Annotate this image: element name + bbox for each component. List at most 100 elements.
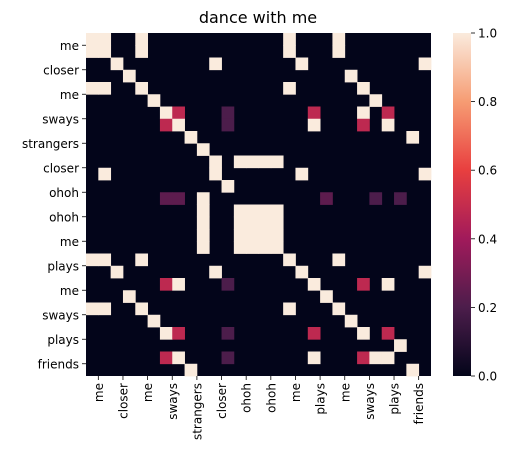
heatmap-cell bbox=[418, 167, 432, 181]
heatmap-cell bbox=[159, 118, 173, 132]
heatmap-cell bbox=[209, 265, 222, 279]
heatmap-cell bbox=[98, 302, 112, 316]
heatmap-cell bbox=[307, 106, 321, 120]
x-tick-label: me bbox=[289, 383, 303, 402]
heatmap-cell bbox=[172, 351, 185, 365]
heatmap-cell bbox=[98, 82, 112, 95]
colorbar-tick-label: 0.8 bbox=[478, 95, 497, 109]
heatmap-cell bbox=[233, 155, 247, 169]
heatmap-cell bbox=[184, 131, 198, 144]
heatmap-cell bbox=[332, 302, 346, 316]
x-tick-label: strangers bbox=[190, 383, 204, 440]
heatmap-cell bbox=[258, 216, 272, 230]
y-tick-label: plays bbox=[47, 259, 79, 273]
heatmap-cell bbox=[270, 155, 284, 169]
colorbar-axis: 0.0 0.2 0.4 0.6 0.8 1.0 bbox=[471, 27, 497, 384]
heatmap-cell bbox=[369, 94, 383, 107]
y-tick-label: me bbox=[60, 88, 79, 102]
heatmap-cell bbox=[418, 265, 432, 279]
heatmap-cell bbox=[283, 45, 296, 58]
heatmap-cell bbox=[233, 216, 247, 230]
heatmap-cell bbox=[196, 241, 210, 254]
heatmap-cell bbox=[98, 33, 112, 46]
heatmap-cell bbox=[184, 363, 198, 377]
heatmap-cell bbox=[332, 33, 346, 46]
heatmap-cell bbox=[159, 192, 173, 205]
heatmap-cell bbox=[86, 45, 99, 58]
heatmap-cell bbox=[221, 180, 235, 193]
heatmap-cell bbox=[86, 82, 99, 95]
y-tick-label: plays bbox=[47, 333, 79, 347]
heatmap-cell bbox=[295, 167, 309, 181]
heatmap-cell bbox=[221, 327, 235, 340]
heatmap-cell bbox=[122, 69, 136, 83]
x-axis: me closer me sways strangers closer ohoh ohoh me… bbox=[92, 376, 426, 440]
x-tick-label: ohoh bbox=[264, 383, 278, 413]
colorbar-tick-label: 0.2 bbox=[478, 301, 497, 315]
heatmap-cell bbox=[270, 216, 284, 230]
heatmap-cell bbox=[86, 302, 99, 316]
heatmap-cell bbox=[196, 229, 210, 242]
heatmap-cell bbox=[283, 82, 296, 95]
heatmap-cell bbox=[159, 327, 173, 340]
heatmap-cell bbox=[332, 45, 346, 58]
colorbar-tick-label: 0.4 bbox=[478, 232, 497, 246]
heatmap-cell bbox=[246, 229, 259, 242]
colorbar-tick-label: 0.0 bbox=[478, 370, 497, 384]
heatmap-cell bbox=[196, 216, 210, 230]
heatmap-cell bbox=[233, 241, 247, 254]
heatmap-cell bbox=[221, 278, 235, 291]
chart-title: dance with me bbox=[199, 8, 317, 27]
heatmap-cells bbox=[86, 33, 432, 377]
x-tick-label: plays bbox=[388, 383, 402, 415]
heatmap-cell bbox=[295, 57, 309, 71]
heatmap-cell bbox=[209, 167, 222, 181]
heatmap-cell bbox=[307, 327, 321, 340]
x-tick-label: me bbox=[92, 383, 106, 402]
heatmap-cell bbox=[320, 290, 333, 303]
heatmap-cell bbox=[86, 253, 99, 267]
heatmap-cell bbox=[406, 131, 420, 144]
heatmap-cell bbox=[357, 278, 370, 291]
heatmap-cell bbox=[246, 241, 259, 254]
x-tick-label: me bbox=[338, 383, 352, 402]
y-tick-label: closer bbox=[43, 63, 79, 77]
heatmap-cell bbox=[135, 82, 149, 95]
heatmap-cell bbox=[159, 351, 173, 365]
heatmap-cell bbox=[196, 143, 210, 156]
y-tick-label: ohoh bbox=[49, 186, 79, 200]
heatmap-cell bbox=[172, 192, 185, 205]
heatmap-cell bbox=[270, 204, 284, 218]
heatmap-cell bbox=[196, 192, 210, 205]
heatmap-cell bbox=[283, 302, 296, 316]
heatmap-cell bbox=[357, 118, 370, 132]
heatmap-cell bbox=[418, 57, 432, 71]
heatmap-cell bbox=[159, 278, 173, 291]
heatmap-cell bbox=[135, 45, 149, 58]
heatmap-cell bbox=[270, 229, 284, 242]
heatmap-cell bbox=[258, 204, 272, 218]
heatmap-cell bbox=[172, 106, 185, 120]
heatmap-cell bbox=[172, 327, 185, 340]
heatmap-cell bbox=[147, 94, 161, 107]
heatmap-cell bbox=[110, 265, 124, 279]
heatmap-cell bbox=[369, 351, 383, 365]
heatmap-cell bbox=[320, 192, 333, 205]
heatmap-cell bbox=[233, 204, 247, 218]
heatmap-cell bbox=[357, 106, 370, 120]
heatmap-cell bbox=[381, 118, 395, 132]
heatmap-cell bbox=[270, 241, 284, 254]
x-tick-label: plays bbox=[314, 383, 328, 415]
x-tick-label: ohoh bbox=[240, 383, 254, 413]
y-tick-label: strangers bbox=[22, 137, 79, 151]
heatmap-cell bbox=[381, 351, 395, 365]
heatmap-cell bbox=[221, 118, 235, 132]
heatmap-cell bbox=[246, 216, 259, 230]
y-tick-label: me bbox=[60, 39, 79, 53]
heatmap-cell bbox=[394, 192, 407, 205]
y-tick-label: closer bbox=[43, 161, 79, 175]
x-tick-label: closer bbox=[116, 383, 130, 419]
heatmap-cell bbox=[283, 253, 296, 267]
heatmap-cell bbox=[258, 241, 272, 254]
